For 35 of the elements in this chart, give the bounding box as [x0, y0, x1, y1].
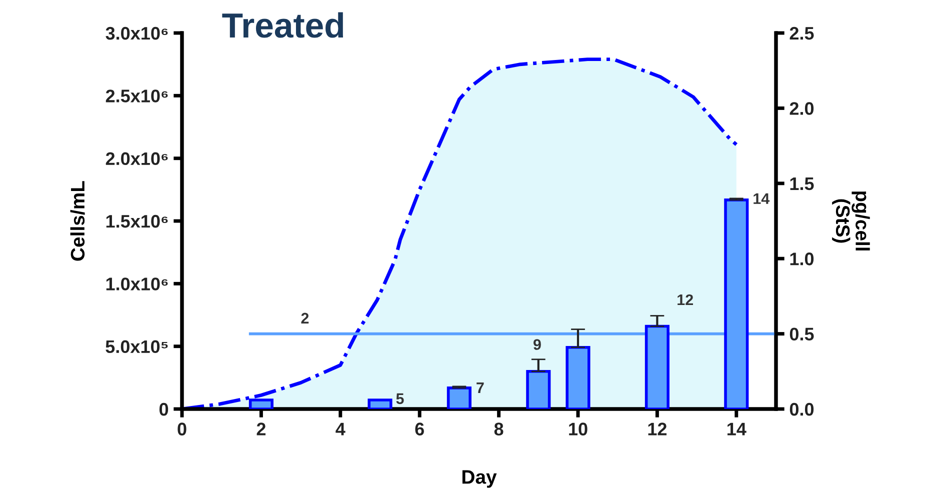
x-tick-label: 2: [256, 422, 266, 436]
x-axis-title: Day: [462, 470, 497, 488]
annotation: 12: [678, 294, 694, 306]
y2-tick-label: 0.0: [790, 402, 814, 416]
annotation: 2: [301, 312, 309, 324]
y-tick-label: 5.0x10⁵: [106, 340, 168, 354]
annotation: 5: [396, 393, 404, 404]
y2-axis-title: pg/cell (StS): [832, 191, 870, 250]
x-tick-label: 10: [569, 422, 588, 436]
chart-title: Treated: [222, 12, 344, 38]
bar: [526, 370, 551, 409]
y2-tick-label: 1.5: [790, 178, 814, 190]
y2-tick-label: 2.5: [790, 26, 814, 40]
y-tick-label: 0: [159, 402, 168, 416]
x-tick-label: 8: [494, 422, 504, 436]
annotation: 7: [476, 382, 484, 394]
y-tick-label: 1.5x10⁶: [106, 214, 168, 228]
y-tick-label: 3.0x10⁶: [106, 26, 168, 40]
x-tick-label: 6: [415, 422, 424, 436]
x-tick-label: 12: [648, 422, 667, 436]
y-tick-label: 1.0x10⁶: [106, 278, 168, 290]
x-tick-label: 4: [336, 422, 346, 436]
y2-tick-label: 0.5: [790, 328, 814, 341]
bar: [566, 346, 590, 409]
annotation: 14: [754, 193, 770, 204]
y-axis-title: Cells/mL: [70, 181, 85, 261]
y-tick-label: 2.0x10⁶: [106, 152, 168, 166]
y-tick-label: 2.5x10⁶: [106, 90, 168, 102]
y2-tick-label: 2.0: [790, 102, 814, 115]
bar: [368, 398, 392, 409]
bar: [446, 386, 472, 409]
y2-tick-label: 1.0: [790, 252, 814, 266]
x-tick-label: 0: [178, 422, 186, 436]
annotation: 9: [533, 339, 541, 350]
x-tick-label: 14: [727, 422, 746, 436]
